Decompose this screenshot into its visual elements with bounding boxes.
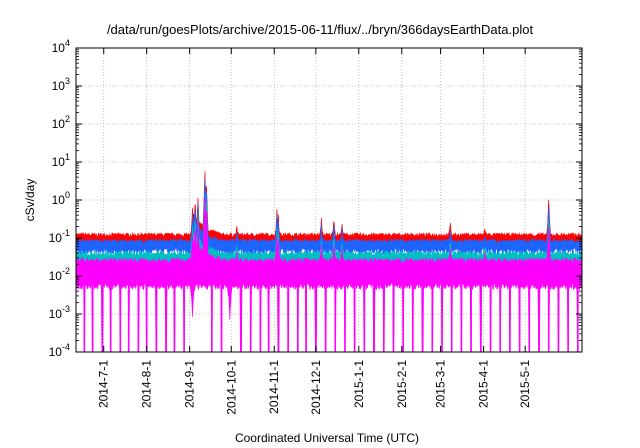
y-tick-label: 100 (52, 190, 70, 207)
x-tick-label: 2015-5-1 (518, 360, 532, 408)
x-tick-label: 2014-9-1 (183, 360, 197, 408)
chart-title: /data/run/goesPlots/archive/2015-06-11/f… (107, 22, 534, 37)
y-tick-exponent: 4 (65, 38, 70, 48)
x-tick-label: 2014-10-1 (224, 360, 238, 415)
x-axis-label: Coordinated Universal Time (UTC) (235, 431, 419, 445)
y-tick-exponent: 3 (65, 76, 70, 86)
y-tick-label: 10-3 (49, 304, 70, 321)
grid-lines (76, 47, 582, 353)
x-tick-label: 2014-8-1 (140, 360, 154, 408)
y-tick-exponent: -4 (62, 342, 70, 352)
x-tick-label: 2014-12-1 (309, 360, 323, 415)
y-tick-base: 10 (52, 117, 66, 131)
x-tick-label: 2014-11-1 (267, 360, 281, 414)
x-tick-label: 2015-2-1 (395, 360, 409, 408)
x-tick-label: 2015-1-1 (352, 360, 366, 408)
y-tick-exponent: -3 (62, 304, 70, 314)
y-tick-label: 10-2 (49, 266, 70, 283)
y-tick-label: 103 (52, 76, 70, 93)
y-tick-exponent: 0 (65, 190, 70, 200)
x-axis: 2014-7-1 2014-8-1 2014-9-1 2014-10-1 2014-11… (97, 48, 532, 415)
y-tick-label: 104 (52, 38, 70, 55)
y-tick-base: 10 (49, 307, 63, 321)
x-tick-label: 2015-3-1 (434, 360, 448, 408)
y-tick-base: 10 (52, 193, 66, 207)
y-tick-label: 101 (52, 152, 70, 169)
y-tick-base: 10 (49, 231, 63, 245)
y-tick-exponent: 1 (65, 152, 70, 162)
y-tick-label: 102 (52, 114, 70, 131)
x-tick-label: 2014-7-1 (97, 360, 111, 408)
y-tick-base: 10 (49, 345, 63, 359)
y-tick-exponent: -1 (62, 228, 70, 238)
x-tick-label: 2015-4-1 (477, 360, 491, 408)
y-tick-base: 10 (52, 79, 66, 93)
y-tick-label: 10-1 (49, 228, 70, 245)
y-tick-base: 10 (52, 41, 66, 55)
y-tick-base: 10 (52, 155, 66, 169)
series-band (75, 197, 583, 353)
y-tick-exponent: 2 (65, 114, 70, 124)
y-tick-exponent: -2 (62, 266, 70, 276)
y-axis-label: cSv/day (23, 179, 37, 222)
y-tick-label: 10-4 (49, 342, 70, 359)
y-tick-base: 10 (49, 269, 63, 283)
data-series (75, 170, 583, 353)
